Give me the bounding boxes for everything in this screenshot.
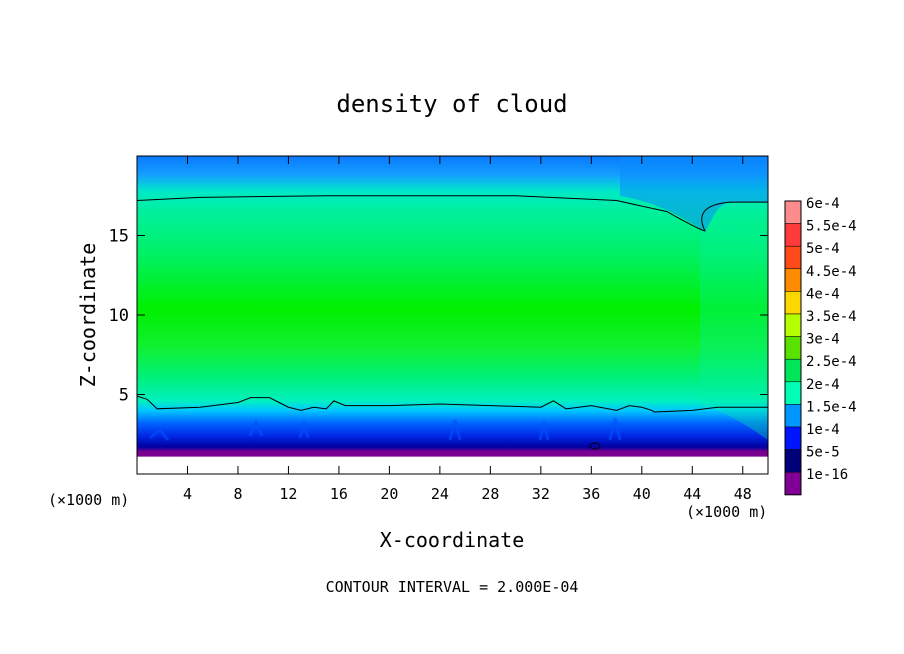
x-tick-label: 24 <box>431 485 449 503</box>
x-tick-label: 40 <box>633 485 651 503</box>
legend-label: 1e-16 <box>806 467 848 483</box>
legend-label: 2e-4 <box>806 377 840 393</box>
legend-swatch <box>784 471 802 496</box>
legend-swatch <box>784 426 802 450</box>
x-tick-label: 8 <box>233 485 242 503</box>
legend-label: 6e-4 <box>806 196 840 212</box>
legend-label: 2.5e-4 <box>806 354 857 370</box>
y-axis: 5 10 15 <box>109 227 768 406</box>
legend-label: 5.5e-4 <box>806 219 857 235</box>
x-tick-label: 48 <box>734 485 752 503</box>
x-tick-label: 32 <box>532 485 550 503</box>
legend-label: 1.5e-4 <box>806 399 857 415</box>
cloud-top-contour <box>137 195 768 232</box>
y-tick-label: 5 <box>119 386 129 406</box>
chart-title: density of cloud <box>336 90 567 118</box>
y-tick-label: 15 <box>109 227 129 247</box>
legend-label: 5e-5 <box>806 445 840 461</box>
x-tick-label: 12 <box>279 485 297 503</box>
legend-label: 3e-4 <box>806 332 840 348</box>
legend-frame <box>784 200 802 496</box>
cloud-base-contour <box>137 395 768 413</box>
y-tick-label: 10 <box>109 306 129 326</box>
legend-swatch <box>784 268 802 292</box>
legend-swatch <box>784 313 802 337</box>
legend-label: 1e-4 <box>806 422 840 438</box>
top-dip-region <box>620 156 768 232</box>
legend-label: 5e-4 <box>806 241 840 257</box>
y-axis-label: Z-coordinate <box>76 243 100 388</box>
heatmap-background <box>137 156 768 474</box>
heatmap-field <box>137 156 768 474</box>
x-unit-right: (×1000 m) <box>686 503 767 521</box>
legend-swatch <box>784 404 802 428</box>
x-axis: 4 8 12 16 20 24 28 32 36 40 44 48 <box>183 156 752 503</box>
legend-swatch <box>784 223 802 247</box>
x-tick-label: 36 <box>582 485 600 503</box>
legend-swatch <box>784 245 802 270</box>
legend-swatch <box>784 291 802 315</box>
legend-swatch <box>784 336 802 360</box>
legend-swatch <box>784 449 802 473</box>
legend-swatch <box>784 381 802 405</box>
x-tick-label: 4 <box>183 485 192 503</box>
x-tick-label: 44 <box>683 485 701 503</box>
color-legend: 6e-4 5.5e-4 5e-4 4.5e-4 4e-4 3.5e-4 3e-4 2.5e-4… <box>784 196 857 496</box>
legend-swatch <box>784 358 802 383</box>
contour-interval-note: CONTOUR INTERVAL = 2.000E-04 <box>326 578 579 596</box>
legend-swatch <box>784 200 802 224</box>
right-edge-shading <box>640 195 768 440</box>
x-tick-label: 16 <box>330 485 348 503</box>
surface-streaks <box>149 417 622 441</box>
x-tick-label: 20 <box>380 485 398 503</box>
small-cell-contour <box>589 442 601 450</box>
legend-label: 3.5e-4 <box>806 309 857 325</box>
x-axis-label: X-coordinate <box>380 528 525 552</box>
legend-label: 4.5e-4 <box>806 264 857 280</box>
legend-label: 4e-4 <box>806 286 840 302</box>
x-tick-label: 28 <box>481 485 499 503</box>
x-unit-left: (×1000 m) <box>48 491 129 509</box>
